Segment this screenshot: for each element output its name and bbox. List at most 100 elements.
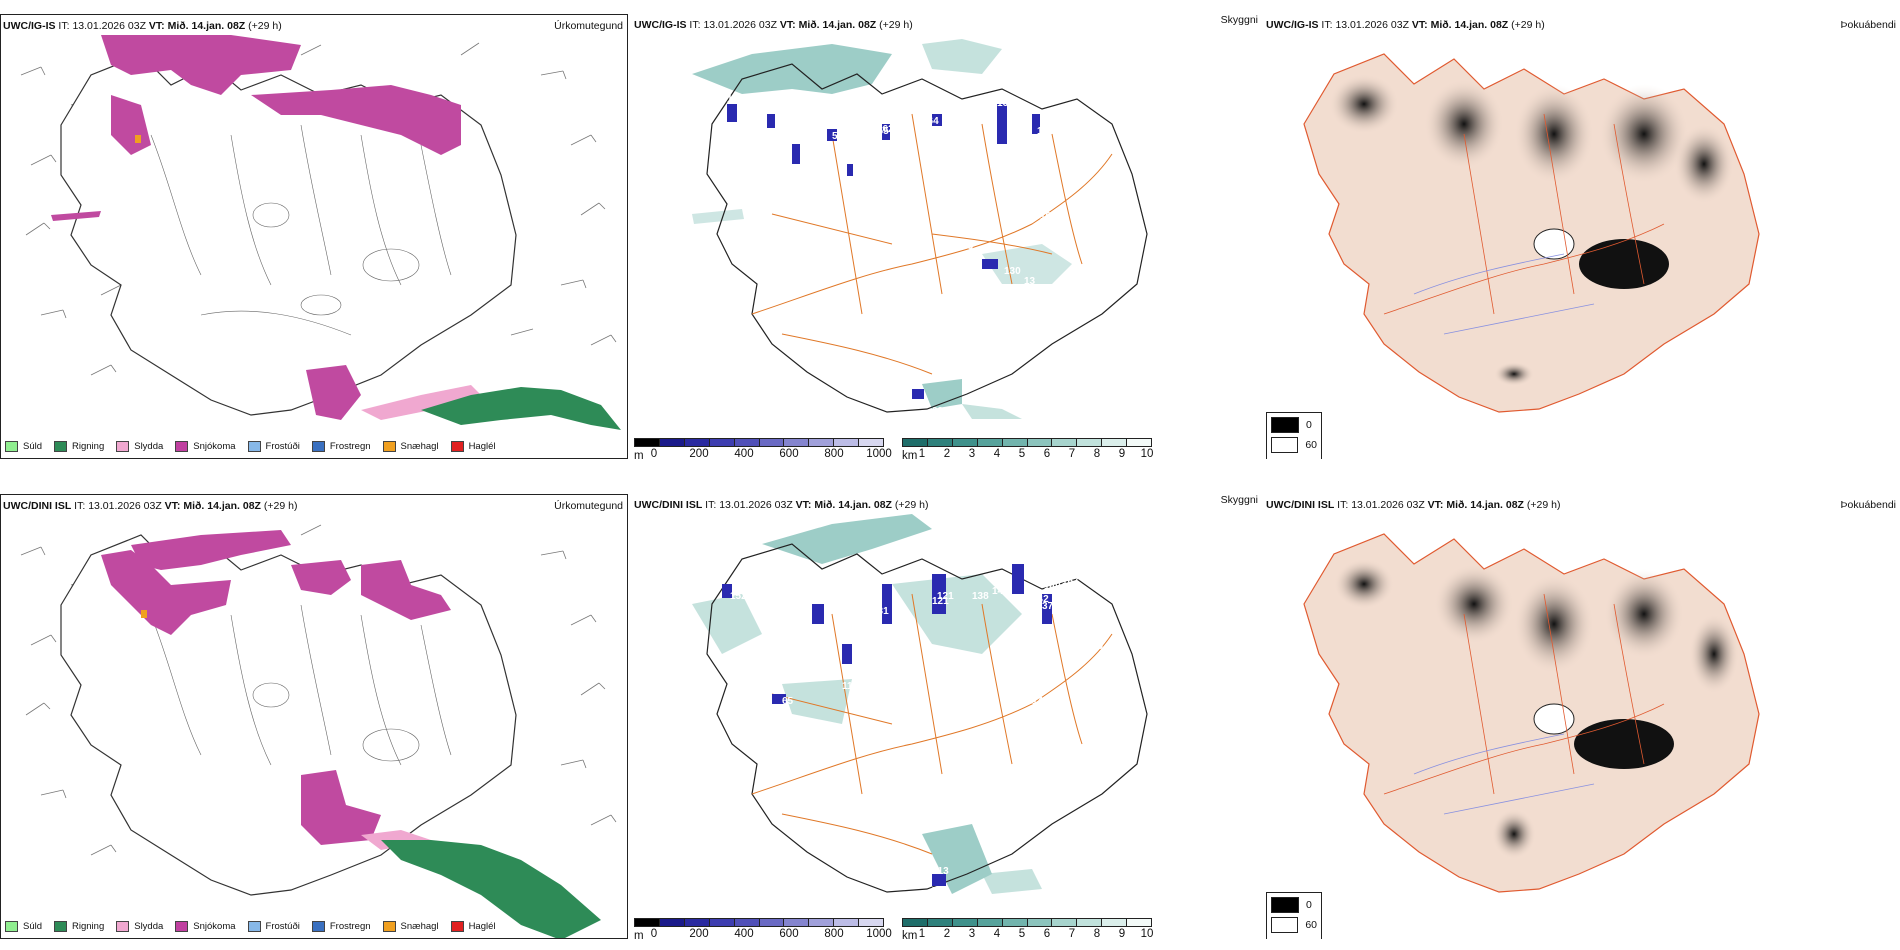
visibility-value-label: 110 (872, 626, 889, 637)
colorbar-tick: 400 (734, 928, 754, 939)
legend-item-freezing-drizzle: Frostúði (247, 921, 300, 932)
colorbar-segment (709, 919, 735, 926)
visibility-value-label: 147 (992, 586, 1009, 597)
fog-legend: 0 60 (1266, 892, 1322, 939)
colorbar-tick: 5 (1018, 448, 1026, 459)
visibility-value-label: 33 (962, 241, 974, 252)
visibility-value-label: 149 (1044, 581, 1061, 592)
fog-map (1303, 533, 1760, 893)
colorbar-segment (927, 439, 953, 446)
height-colorbar: m 0 200 400 600 800 1000 (634, 438, 892, 459)
colorbar-tick: 10 (1140, 928, 1154, 939)
visibility-value-label: 199 (772, 571, 789, 582)
colorbar-tick: 1000 (866, 928, 892, 939)
colorbar-segment (859, 919, 884, 926)
it-label: IT: (58, 20, 70, 32)
fog-map (1303, 53, 1760, 413)
colorbar-tick: 1 (918, 928, 926, 939)
visibility-value-label: 65 (782, 696, 794, 707)
snow-pellet-spot (135, 135, 141, 143)
visibility-value-label: 26 (1092, 626, 1104, 637)
visibility-panel-top: UWC/IG-IS IT: 13.01.2026 03Z VT: Mið. 14… (632, 14, 1260, 459)
road-network (751, 593, 1113, 855)
colorbar-tick: 2 (943, 448, 951, 459)
visibility-value-label: 37 (1042, 601, 1054, 612)
colorbar-tick: 6 (1043, 448, 1051, 459)
colorbar-tick: 800 (824, 448, 844, 459)
panel-header: UWC/DINI ISL IT: 13.01.2026 03Z VT: Mið.… (1266, 499, 1561, 511)
panel-header: UWC/DINI ISL IT: 13.01.2026 03Z VT: Mið.… (634, 499, 929, 511)
visibility-value-label: 51 (1032, 156, 1044, 167)
visibility-panel-bottom: UWC/DINI ISL IT: 13.01.2026 03Z VT: Mið.… (632, 494, 1260, 939)
rain-areas (421, 387, 621, 430)
colorbar-tick: 4 (993, 928, 1001, 939)
panel-title: Þokuábendi (1840, 19, 1896, 31)
visibility-value-label: 142 (902, 636, 919, 647)
visibility-value-label: 114 (842, 681, 859, 692)
colorbar-segment (1077, 919, 1103, 926)
snow-pellet-spot (141, 610, 147, 618)
colorbar-segment (809, 439, 835, 446)
colorbar-segment (759, 439, 785, 446)
visibility-value-label: 53 (832, 131, 844, 142)
colorbar-segment (834, 439, 860, 446)
colorbar-segment (635, 919, 660, 926)
colorbar-tick: 0 (650, 928, 658, 939)
roads-and-rivers (1383, 113, 1665, 335)
colorbar-segment (784, 439, 810, 446)
colorbar-tick: 9 (1118, 928, 1126, 939)
panel-header: UWC/DINI ISL IT: 13.01.2026 03Z VT: Mið.… (3, 500, 298, 512)
precip-type-panel-bottom: UWC/DINI ISL IT: 13.01.2026 03Z VT: Mið.… (0, 494, 628, 939)
internal-contours (150, 604, 452, 766)
colorbar-tick: 2 (943, 928, 951, 939)
visibility-value-label: 55 (977, 726, 989, 737)
visibility-value-label: 257 (782, 126, 799, 137)
legend-item-snow-pellets: Snæhagl (382, 441, 439, 452)
visibility-value-label: 26 (1027, 606, 1039, 617)
colorbar-segment (1102, 439, 1128, 446)
visibility-value-label: 236 (932, 406, 949, 417)
precip-legend: Súld Rigning Slydda Snjókoma Frostúði Fr… (5, 921, 506, 932)
snowfall-areas (101, 530, 451, 845)
visibility-value-label: 229 (942, 101, 959, 112)
colorbar-segment (952, 919, 978, 926)
colorbar-segment (1127, 439, 1152, 446)
visibility-map: 126 112 145 257 167 132 161 53 155 143 162 479 164 20… (692, 39, 1148, 419)
visibility-value-label: 179 (892, 626, 909, 637)
visibility-value-label: 92 (817, 631, 829, 642)
colorbar-segment (659, 439, 685, 446)
visibility-value-label: 132 (802, 181, 819, 192)
fog-legend: 0 60 (1266, 412, 1322, 459)
snowfall-areas (51, 35, 461, 420)
colorbar-segment (834, 919, 860, 926)
roads-and-rivers (1383, 593, 1665, 815)
legend-item-drizzle: Súld (5, 441, 42, 452)
visibility-value-label: 152 (730, 591, 747, 602)
road-network (751, 113, 1113, 375)
colorbar-segment (977, 439, 1003, 446)
visibility-value-label: 143 (862, 156, 879, 167)
colorbar-tick: 1 (918, 448, 926, 459)
colorbar-tick: 200 (689, 928, 709, 939)
visibility-value-label: 20 (950, 124, 962, 135)
visibility-value-label: 167 (807, 124, 824, 135)
colorbar-segment (1002, 919, 1028, 926)
colorbar-segment (809, 919, 835, 926)
colorbar-tick: 5 (1018, 928, 1026, 939)
iceland-outline (60, 54, 517, 416)
colorbar-tick: 8 (1093, 928, 1101, 939)
visibility-colorbar: km 1 2 3 4 5 6 7 8 9 10 (902, 438, 1153, 459)
colorbar-segment (1002, 439, 1028, 446)
colorbar-segment (952, 439, 978, 446)
fog-dark-areas (1334, 559, 1739, 859)
colorbar-segment (734, 919, 760, 926)
visibility-value-label: 479 (900, 106, 917, 117)
high-elevation-areas (727, 104, 1040, 399)
legend-item-snow: Snjókoma (175, 441, 236, 452)
colorbar-segment (709, 439, 735, 446)
visibility-value-label: 155 (872, 126, 889, 137)
colorbar-segment (784, 919, 810, 926)
colorbar-segment (684, 439, 710, 446)
colorbar-segment (734, 439, 760, 446)
vt-label: VT: (148, 20, 165, 32)
